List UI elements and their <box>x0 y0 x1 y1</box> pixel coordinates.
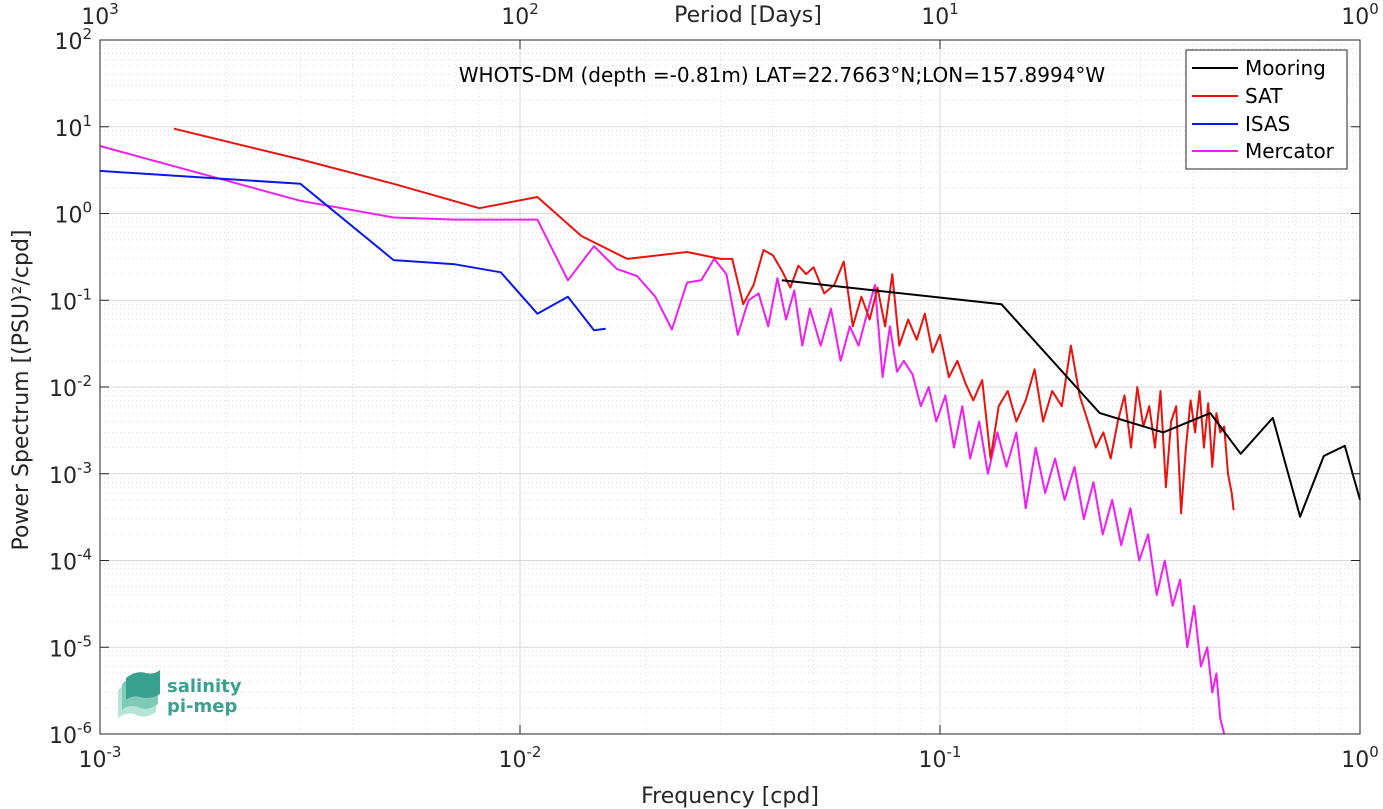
x-tick-label: 10-1 <box>919 743 962 773</box>
wave-logo-icon <box>118 670 160 718</box>
salinity-pi-mep-logo: salinity pi-mep <box>118 670 242 718</box>
y-tick-label: 100 <box>54 199 92 229</box>
x-tick-label: 10-3 <box>79 743 122 773</box>
logo-text-pi-mep: pi-mep <box>167 696 237 717</box>
logo-text-salinity: salinity <box>167 676 242 697</box>
y-tick-label: 10-2 <box>49 372 92 402</box>
y-tick-label: 10-4 <box>49 546 92 576</box>
top-tick-label: 100 <box>1341 0 1379 30</box>
x-axis-label: Frequency [cpd] <box>641 784 819 809</box>
y-tick-label: 10-5 <box>49 632 92 662</box>
axis-ticks <box>99 39 1361 735</box>
legend-label-sat: SAT <box>1245 84 1283 108</box>
series-line-sat <box>173 127 1235 515</box>
chart-title: WHOTS-DM (depth =-0.81m) LAT=22.7663°N;L… <box>459 63 1106 87</box>
legend-box <box>1185 49 1348 170</box>
top-tick-label: 101 <box>921 0 959 30</box>
legend: Mooring SAT ISAS Mercator <box>1185 49 1348 170</box>
y-tick-label: 10-1 <box>49 285 92 315</box>
top-axis-label: Period [Days] <box>674 3 822 28</box>
series-line-mooring <box>781 279 1361 518</box>
y-tick-label: 10-6 <box>49 719 92 749</box>
legend-label-mooring: Mooring <box>1245 56 1326 80</box>
top-tick-label: 103 <box>81 0 119 30</box>
series-layer <box>99 127 1361 735</box>
legend-label-isas: ISAS <box>1245 112 1290 136</box>
legend-label-mercator: Mercator <box>1245 139 1335 163</box>
major-grid <box>99 39 1361 735</box>
x-tick-label: 10-2 <box>499 743 542 773</box>
y-tick-label: 10-3 <box>49 459 92 489</box>
x-tick-label: 100 <box>1341 743 1379 773</box>
series-line-isas <box>99 169 606 332</box>
top-tick-label: 102 <box>501 0 539 30</box>
y-axis-label: Power Spectrum [(PSU)²/cpd] <box>9 229 34 550</box>
series-line-mercator <box>99 145 1226 735</box>
y-tick-label: 101 <box>54 112 92 142</box>
y-tick-label: 102 <box>54 25 92 55</box>
